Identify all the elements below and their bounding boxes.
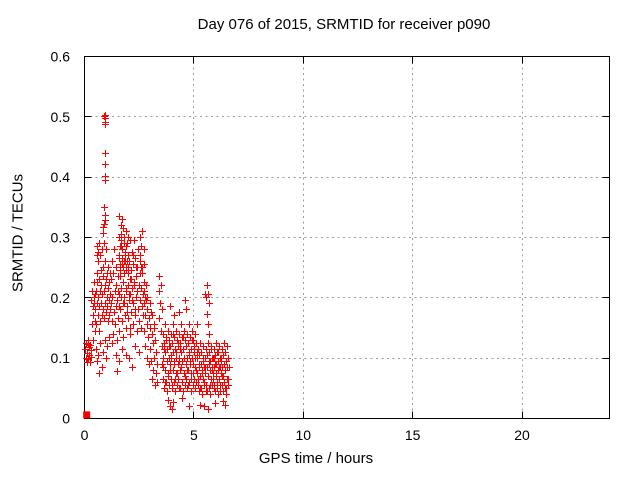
y-tick-label: 0.3 — [51, 230, 71, 246]
y-tick-label: 0.5 — [51, 109, 71, 125]
y-axis-label: SRMTID / TECUs — [9, 173, 27, 293]
x-tick-label: 20 — [514, 427, 530, 443]
y-tick-label: 0.4 — [51, 169, 71, 185]
x-tick-label: 5 — [190, 427, 198, 443]
x-tick-label: 10 — [295, 427, 311, 443]
origin-cluster-marker — [83, 411, 91, 419]
y-tick-label: 0.6 — [51, 49, 71, 65]
x-axis-label: GPS time / hours — [258, 450, 374, 467]
plot-border — [84, 56, 610, 419]
y-tick-label: 0.1 — [51, 350, 71, 366]
x-tick-label: 15 — [405, 427, 421, 443]
y-tick-label: 0 — [62, 411, 70, 427]
chart-title: Day 076 of 2015, SRMTID for receiver p09… — [197, 16, 491, 33]
x-tick-label: 0 — [81, 427, 89, 443]
y-tick-label: 0.2 — [51, 290, 71, 306]
data-points — [82, 112, 233, 413]
